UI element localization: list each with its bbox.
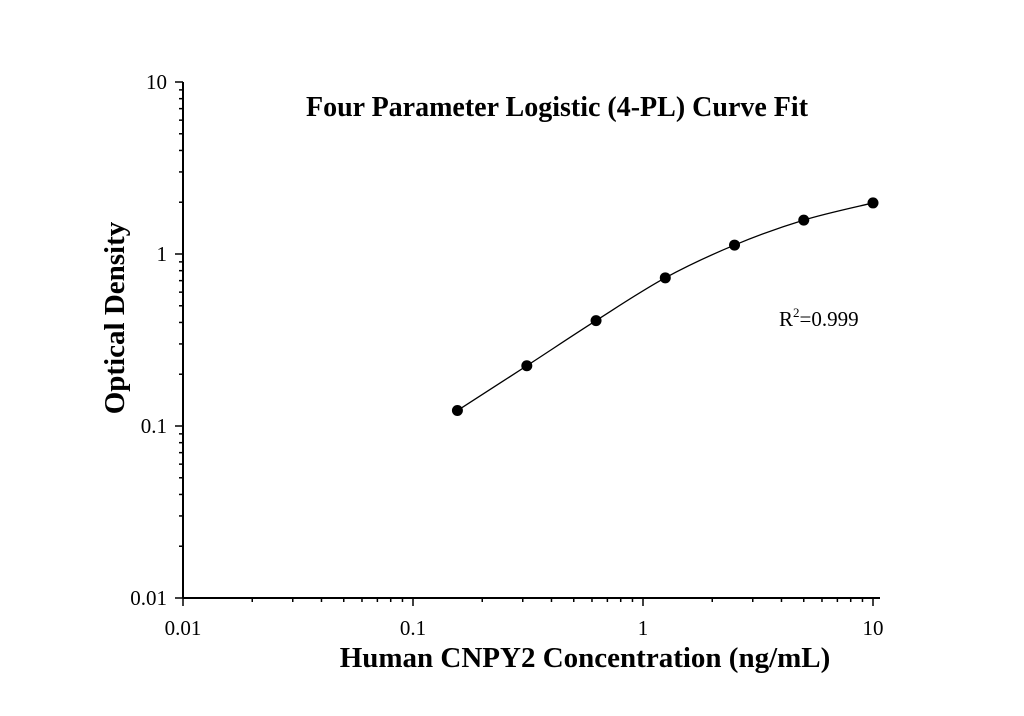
r-squared-value: =0.999 bbox=[800, 307, 859, 331]
y-tick-label: 1 bbox=[157, 242, 168, 266]
y-tick-label: 10 bbox=[146, 70, 167, 94]
r-squared-annotation: R2=0.999 bbox=[779, 305, 859, 331]
r-squared-superscript: 2 bbox=[793, 305, 800, 320]
data-points bbox=[451, 197, 879, 417]
chart-title: Four Parameter Logistic (4-PL) Curve Fit bbox=[306, 92, 809, 123]
data-point bbox=[659, 272, 671, 284]
y-tick-label: 0.01 bbox=[130, 586, 167, 610]
y-axis-label: Optical Density bbox=[99, 221, 131, 414]
data-point bbox=[521, 360, 533, 372]
data-point bbox=[729, 239, 741, 251]
data-point bbox=[798, 214, 810, 226]
data-point bbox=[867, 197, 879, 209]
data-point bbox=[451, 405, 463, 417]
axes bbox=[182, 82, 880, 599]
x-axis-label: Human CNPY2 Concentration (ng/mL) bbox=[340, 642, 831, 674]
x-tick-label: 10 bbox=[863, 616, 884, 640]
x-tick-label: 0.1 bbox=[400, 616, 426, 640]
ticks bbox=[175, 81, 874, 606]
tick-labels: 0.01 0.1 1 10 0.01 0.1 1 10 bbox=[130, 70, 883, 640]
data-point bbox=[590, 315, 602, 327]
x-tick-label: 0.01 bbox=[165, 616, 202, 640]
r-squared-base: R bbox=[779, 307, 793, 331]
x-tick-label: 1 bbox=[638, 616, 649, 640]
y-tick-label: 0.1 bbox=[141, 414, 167, 438]
